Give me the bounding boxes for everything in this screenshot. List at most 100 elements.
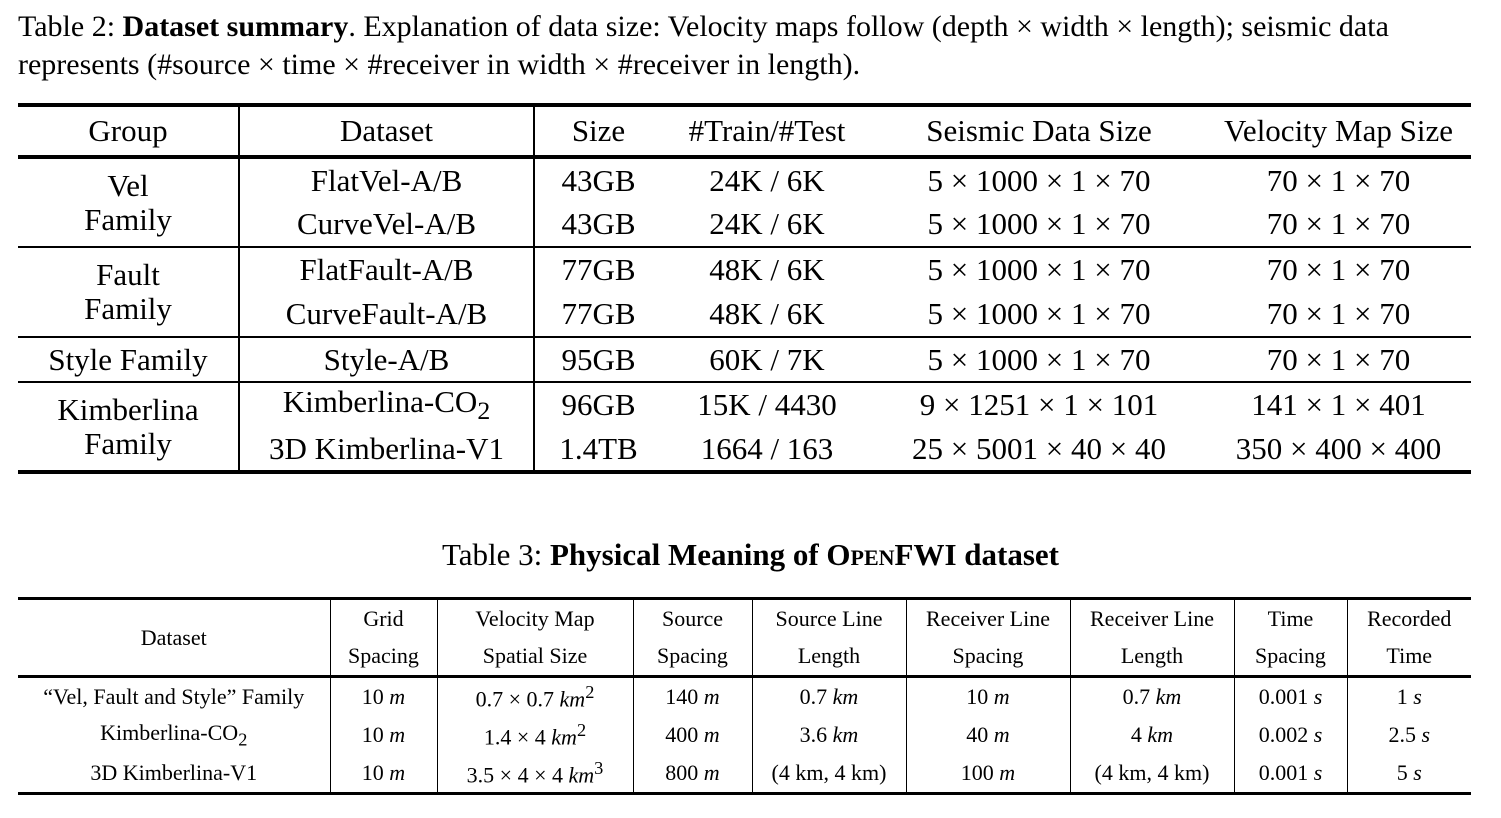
value: 400 <box>665 722 699 747</box>
group-cell: Kimberlina Family <box>18 382 240 472</box>
group-cell: Style Family <box>18 337 240 382</box>
group-style: Style Family Style-A/B 95GB 60K / 7K 5 ×… <box>18 337 1471 382</box>
exponent: 3 <box>594 758 604 779</box>
unit: s <box>1313 760 1323 786</box>
dataset-cell: FlatVel-A/B <box>239 157 535 202</box>
receiver-spacing-cell: 10 m <box>906 676 1071 716</box>
header-source-line: Source Line <box>752 598 907 638</box>
velocity-cell: 70 × 1 × 70 <box>1266 162 1411 198</box>
dataset-cell: 3D Kimberlina-V1 <box>239 427 535 472</box>
dataset-subscript: 2 <box>477 396 491 426</box>
table2-caption: Table 2: Dataset summary. Explanation of… <box>18 8 1478 84</box>
group-name-line2: Family <box>84 291 172 326</box>
header-seismic-size: Seismic Data Size <box>926 113 1152 148</box>
seismic-cell: 5 × 1000 × 1 × 70 <box>927 341 1151 377</box>
seismic-cell: 5 × 1000 × 1 × 70 <box>927 252 1151 287</box>
table-row: Kimberlina Family Kimberlina-CO2 96GB 15… <box>18 382 1471 472</box>
source-line-cell: 3.6 km <box>752 715 907 755</box>
recorded-time-cell: 1 s <box>1347 677 1471 716</box>
seismic-cell: 5 × 1000 × 1 × 70 <box>927 296 1151 331</box>
split-cell: 24K / 6K <box>709 162 825 198</box>
group-name-line2: Family <box>84 201 172 237</box>
header-dataset: Dataset <box>18 598 331 677</box>
source-spacing-cell: 140 m <box>633 676 753 716</box>
table3-caption: Table 3: Physical Meaning of OpenFWI dat… <box>0 536 1501 574</box>
source-spacing-cell: 800 m <box>633 754 753 794</box>
table3-title-pre: Physical Meaning of <box>550 537 827 572</box>
exponent: 2 <box>585 681 595 702</box>
unit: m <box>389 760 406 786</box>
grid-cell: 10 m <box>330 715 438 755</box>
source-line-cell: 0.7 km <box>752 676 907 716</box>
unit: m <box>703 683 720 709</box>
unit: km <box>1147 722 1174 747</box>
value: 0.7 × 0.7 <box>475 685 560 711</box>
table-row: Kimberlina-CO2 10 m 1.4 × 4 km2 400 m 3.… <box>18 715 1471 755</box>
table2-label: Table 2: <box>18 10 116 43</box>
value: 0.002 <box>1258 722 1309 747</box>
unit: s <box>1313 722 1323 747</box>
group-name-line1: Vel <box>107 167 149 203</box>
recorded-time-cell: 5 s <box>1347 755 1471 794</box>
split-cell: 1664 / 163 <box>700 430 834 466</box>
header-receiver-line-length-2: Length <box>1070 637 1235 677</box>
value: 1.4 × 4 <box>483 724 552 750</box>
dataset-cell: “Vel, Fault and Style” Family <box>18 676 331 716</box>
unit: m <box>703 760 720 786</box>
physical-meaning-table: Dataset Grid Velocity Map Source Source … <box>18 597 1471 795</box>
table3-header-row-2: Spacing Spatial Size Spacing Length Spac… <box>18 637 1471 677</box>
group-name-line1: Fault <box>96 257 160 292</box>
header-velocity-map-2: Spatial Size <box>437 637 634 677</box>
value: 100 <box>960 760 994 786</box>
table-row: Vel Family FlatVel-A/B 43GB 24K / 6K 5 ×… <box>18 157 1471 247</box>
unit: km <box>559 685 586 711</box>
size-cell: 96GB <box>561 387 636 422</box>
grid-cell: 10 m <box>330 754 438 794</box>
dataset-name: Kimberlina-CO <box>100 719 239 745</box>
group-cell: Fault Family <box>18 247 240 337</box>
receiver-spacing-cell: 40 m <box>906 715 1071 755</box>
header-grid: Grid <box>330 598 438 638</box>
source-spacing-cell: 400 m <box>633 715 753 755</box>
velocity-cell: 70 × 1 × 70 <box>1266 252 1411 287</box>
receiver-length-cell: 0.7 km <box>1070 676 1235 716</box>
seismic-cell: 25 × 5001 × 40 × 40 <box>912 430 1166 466</box>
table3-title-brand: OpenFWI <box>826 537 957 572</box>
grid-cell: 10 m <box>330 676 438 716</box>
value: 0.7 <box>1122 683 1151 709</box>
value: (4 km, 4 km) <box>1094 760 1210 786</box>
header-recorded: Recorded <box>1367 605 1452 631</box>
unit: m <box>703 722 720 747</box>
header-size: Size <box>571 113 626 148</box>
value: 3.6 <box>799 722 828 747</box>
value: 140 <box>665 683 699 709</box>
header-time-2: Spacing <box>1234 637 1348 677</box>
table3-label: Table 3: <box>441 537 543 572</box>
group-vel: Vel Family FlatVel-A/B 43GB 24K / 6K 5 ×… <box>18 157 1471 247</box>
unit: s <box>1413 760 1422 786</box>
time-spacing-cell: 0.001 s <box>1234 754 1348 794</box>
table-row: Fault Family FlatFault-A/B 77GB 48K / 6K… <box>18 247 1471 337</box>
value: 3.5 × 4 × 4 <box>466 762 569 788</box>
unit: s <box>1421 722 1431 747</box>
size-cell: 77GB <box>561 296 636 331</box>
table-row: 3D Kimberlina-V1 10 m 3.5 × 4 × 4 km3 80… <box>18 754 1471 794</box>
receiver-length-cell: 4 km <box>1070 715 1235 755</box>
unit: km <box>1155 683 1182 709</box>
split-cell: 15K / 4430 <box>697 387 837 422</box>
table-row: CurveFault-A/B 77GB 48K / 6K 5 × 1000 × … <box>18 292 1471 337</box>
velocity-cell: 70 × 1 × 70 <box>1266 206 1411 241</box>
size-cell: 43GB <box>561 206 636 241</box>
value: 0.7 <box>799 683 828 709</box>
dataset-subscript: 2 <box>238 729 248 750</box>
size-cell: 43GB <box>561 162 636 198</box>
table2-header-row: Group Dataset Size #Train/#Test Seismic … <box>18 105 1471 157</box>
group-name-line2: Family <box>84 425 172 461</box>
dataset-cell: Kimberlina-CO2 <box>239 382 535 427</box>
header-source-2: Spacing <box>633 637 753 677</box>
table-row: CurveVel-A/B 43GB 24K / 6K 5 × 1000 × 1 … <box>18 202 1471 247</box>
group-kimberlina: Kimberlina Family Kimberlina-CO2 96GB 15… <box>18 382 1471 472</box>
value: 40 <box>966 722 989 747</box>
table-row: 3D Kimberlina-V1 1.4TB 1664 / 163 25 × 5… <box>18 427 1471 472</box>
recorded-time-cell: 2.5 s <box>1347 716 1471 755</box>
